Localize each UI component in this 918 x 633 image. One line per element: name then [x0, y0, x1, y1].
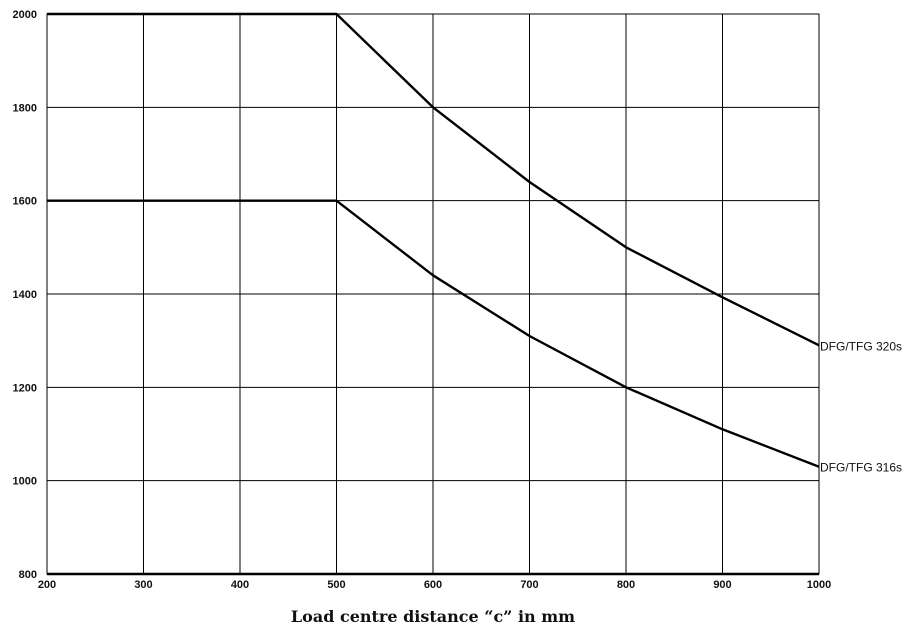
tick-label-layer: 200 300 400 500 600 700 800 900 1000 800 1000 1200 1… — [13, 9, 832, 591]
series-label-layer: DFG/TFG 320s DFG/TFG 316s — [820, 339, 902, 474]
y-tick-label: 800 — [19, 569, 37, 581]
x-tick-label: 700 — [520, 579, 538, 591]
series-label-2: DFG/TFG 316s — [820, 461, 902, 475]
series-line-2 — [47, 199, 820, 468]
y-tick-label: 2000 — [13, 9, 37, 21]
series-layer — [47, 12, 820, 468]
y-tick-label: 1600 — [13, 196, 37, 208]
x-tick-label: 200 — [38, 579, 56, 591]
grid-layer — [46, 13, 820, 576]
y-tick-label: 1000 — [13, 476, 37, 488]
series-line-1 — [47, 12, 820, 347]
x-tick-label: 600 — [424, 579, 442, 591]
x-tick-label: 900 — [713, 579, 731, 591]
y-tick-label: 1400 — [13, 289, 37, 301]
y-tick-label: 1200 — [13, 382, 37, 394]
series-label-1: DFG/TFG 320s — [820, 339, 902, 353]
x-tick-label: 300 — [134, 579, 152, 591]
x-axis-title: Load centre distance “c” in mm — [291, 607, 575, 626]
x-tick-label: 400 — [231, 579, 249, 591]
x-tick-label: 1000 — [807, 579, 831, 591]
x-tick-label: 800 — [617, 579, 635, 591]
x-tick-label: 500 — [327, 579, 345, 591]
y-tick-label: 1800 — [13, 102, 37, 114]
